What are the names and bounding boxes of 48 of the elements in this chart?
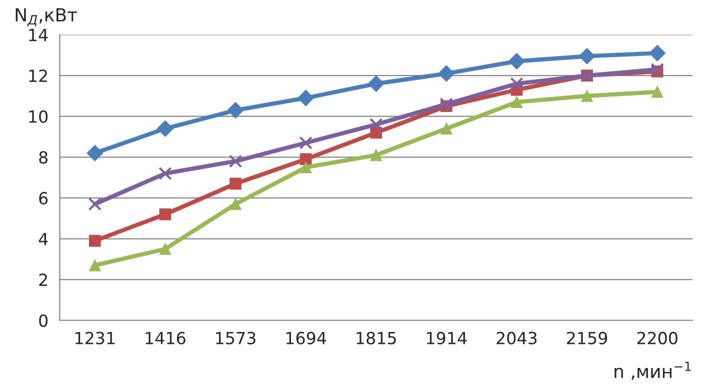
point — [440, 98, 454, 111]
point — [370, 118, 383, 132]
point — [440, 122, 452, 134]
point — [158, 166, 172, 180]
point — [438, 65, 455, 82]
y-tick-label: 14 — [29, 28, 48, 42]
point — [159, 243, 172, 255]
y-tick-label: 4 — [38, 232, 48, 246]
point — [228, 154, 242, 168]
point — [581, 90, 593, 102]
x-tick-label: 1815 — [356, 332, 396, 344]
point — [651, 86, 664, 98]
point — [368, 76, 384, 92]
point — [89, 259, 101, 272]
x-tick-label: 2043 — [496, 332, 537, 344]
y-tick-label: 8 — [39, 151, 48, 164]
point — [157, 120, 174, 137]
point — [159, 208, 172, 220]
point — [230, 198, 242, 210]
point — [578, 48, 596, 64]
x-tick-label: 1416 — [146, 332, 186, 344]
x-tick-label: 1694 — [286, 332, 326, 344]
x-tick-label: 1231 — [76, 332, 115, 344]
point — [508, 53, 525, 70]
point — [510, 77, 524, 90]
y-tick-label: 10 — [29, 110, 48, 123]
point — [300, 161, 312, 174]
point — [298, 90, 314, 106]
x-tick-label: 2159 — [567, 332, 608, 344]
point — [230, 178, 242, 190]
point — [510, 96, 523, 108]
x-axis-title: n ,мин$^{−1}$ — [614, 362, 691, 380]
y-tick-label: 2 — [39, 274, 47, 286]
x-tick-label: 1573 — [216, 332, 256, 344]
point — [86, 144, 104, 162]
y-tick-label: 6 — [39, 192, 48, 205]
point — [649, 44, 666, 62]
x-tick-label: 2200 — [637, 332, 678, 344]
point — [299, 136, 312, 150]
y-tick-label: 12 — [29, 70, 47, 82]
y-axis-title: N$_{Д}$,кВт — [16, 8, 78, 26]
y-tick-label: 0 — [39, 314, 48, 327]
x-tick-label: 1914 — [427, 332, 467, 344]
point — [88, 197, 102, 211]
point — [650, 62, 664, 76]
point — [227, 102, 244, 118]
point — [370, 149, 382, 162]
point — [89, 234, 101, 247]
